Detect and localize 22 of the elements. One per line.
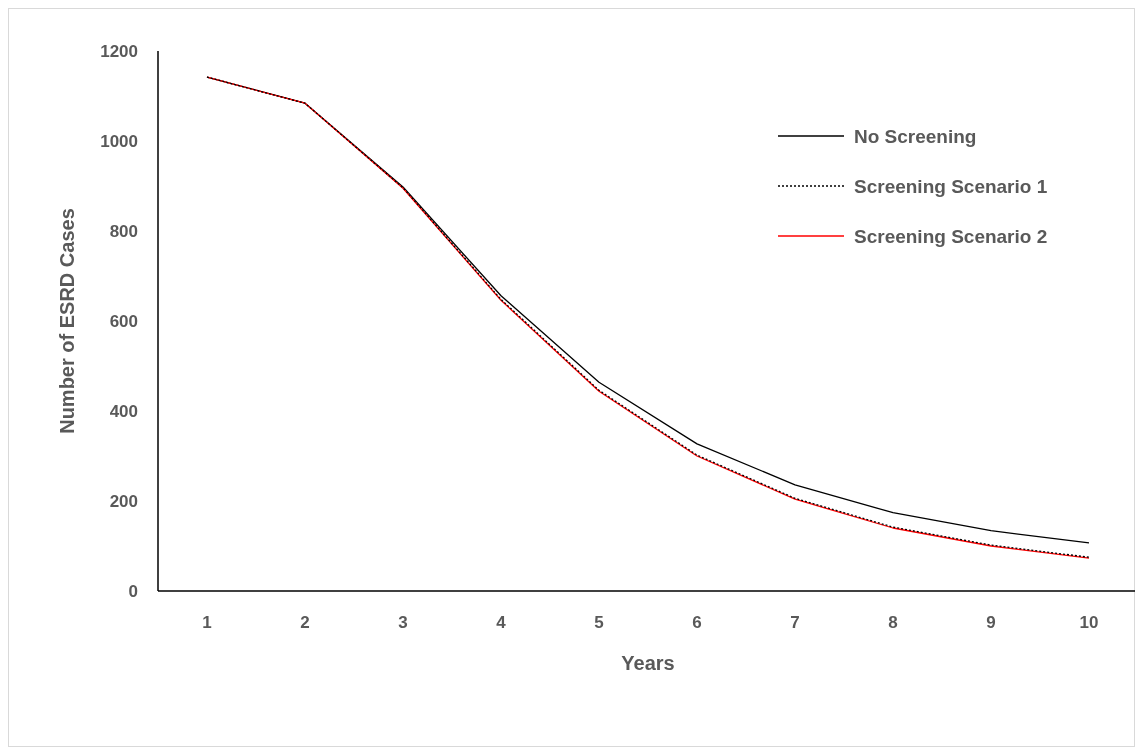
y-axis-title: Number of ESRD Cases xyxy=(56,208,78,434)
legend-label: Screening Scenario 2 xyxy=(854,225,1048,247)
y-tick-label: 600 xyxy=(109,311,138,331)
x-tick-label: 6 xyxy=(692,613,702,632)
y-tick-label: 1000 xyxy=(100,131,138,151)
x-axis-title: Years xyxy=(621,652,675,674)
x-tick-label: 7 xyxy=(790,613,800,632)
x-tick-label: 3 xyxy=(398,613,408,632)
x-tick-label: 8 xyxy=(888,613,898,632)
x-tick-label: 5 xyxy=(594,613,604,632)
y-tick-label: 200 xyxy=(109,491,138,511)
y-tick-label: 400 xyxy=(109,401,138,421)
y-tick-label: 1200 xyxy=(100,41,138,61)
legend-label: Screening Scenario 1 xyxy=(854,175,1048,197)
x-tick-label: 4 xyxy=(496,613,507,632)
x-tick-label: 1 xyxy=(202,613,212,632)
legend-label: No Screening xyxy=(854,125,977,147)
x-tick-label: 9 xyxy=(986,613,996,632)
x-tick-label: 10 xyxy=(1079,613,1099,632)
x-tick-label: 2 xyxy=(300,613,310,632)
y-tick-label: 800 xyxy=(109,221,138,241)
y-tick-label: 0 xyxy=(128,581,138,601)
